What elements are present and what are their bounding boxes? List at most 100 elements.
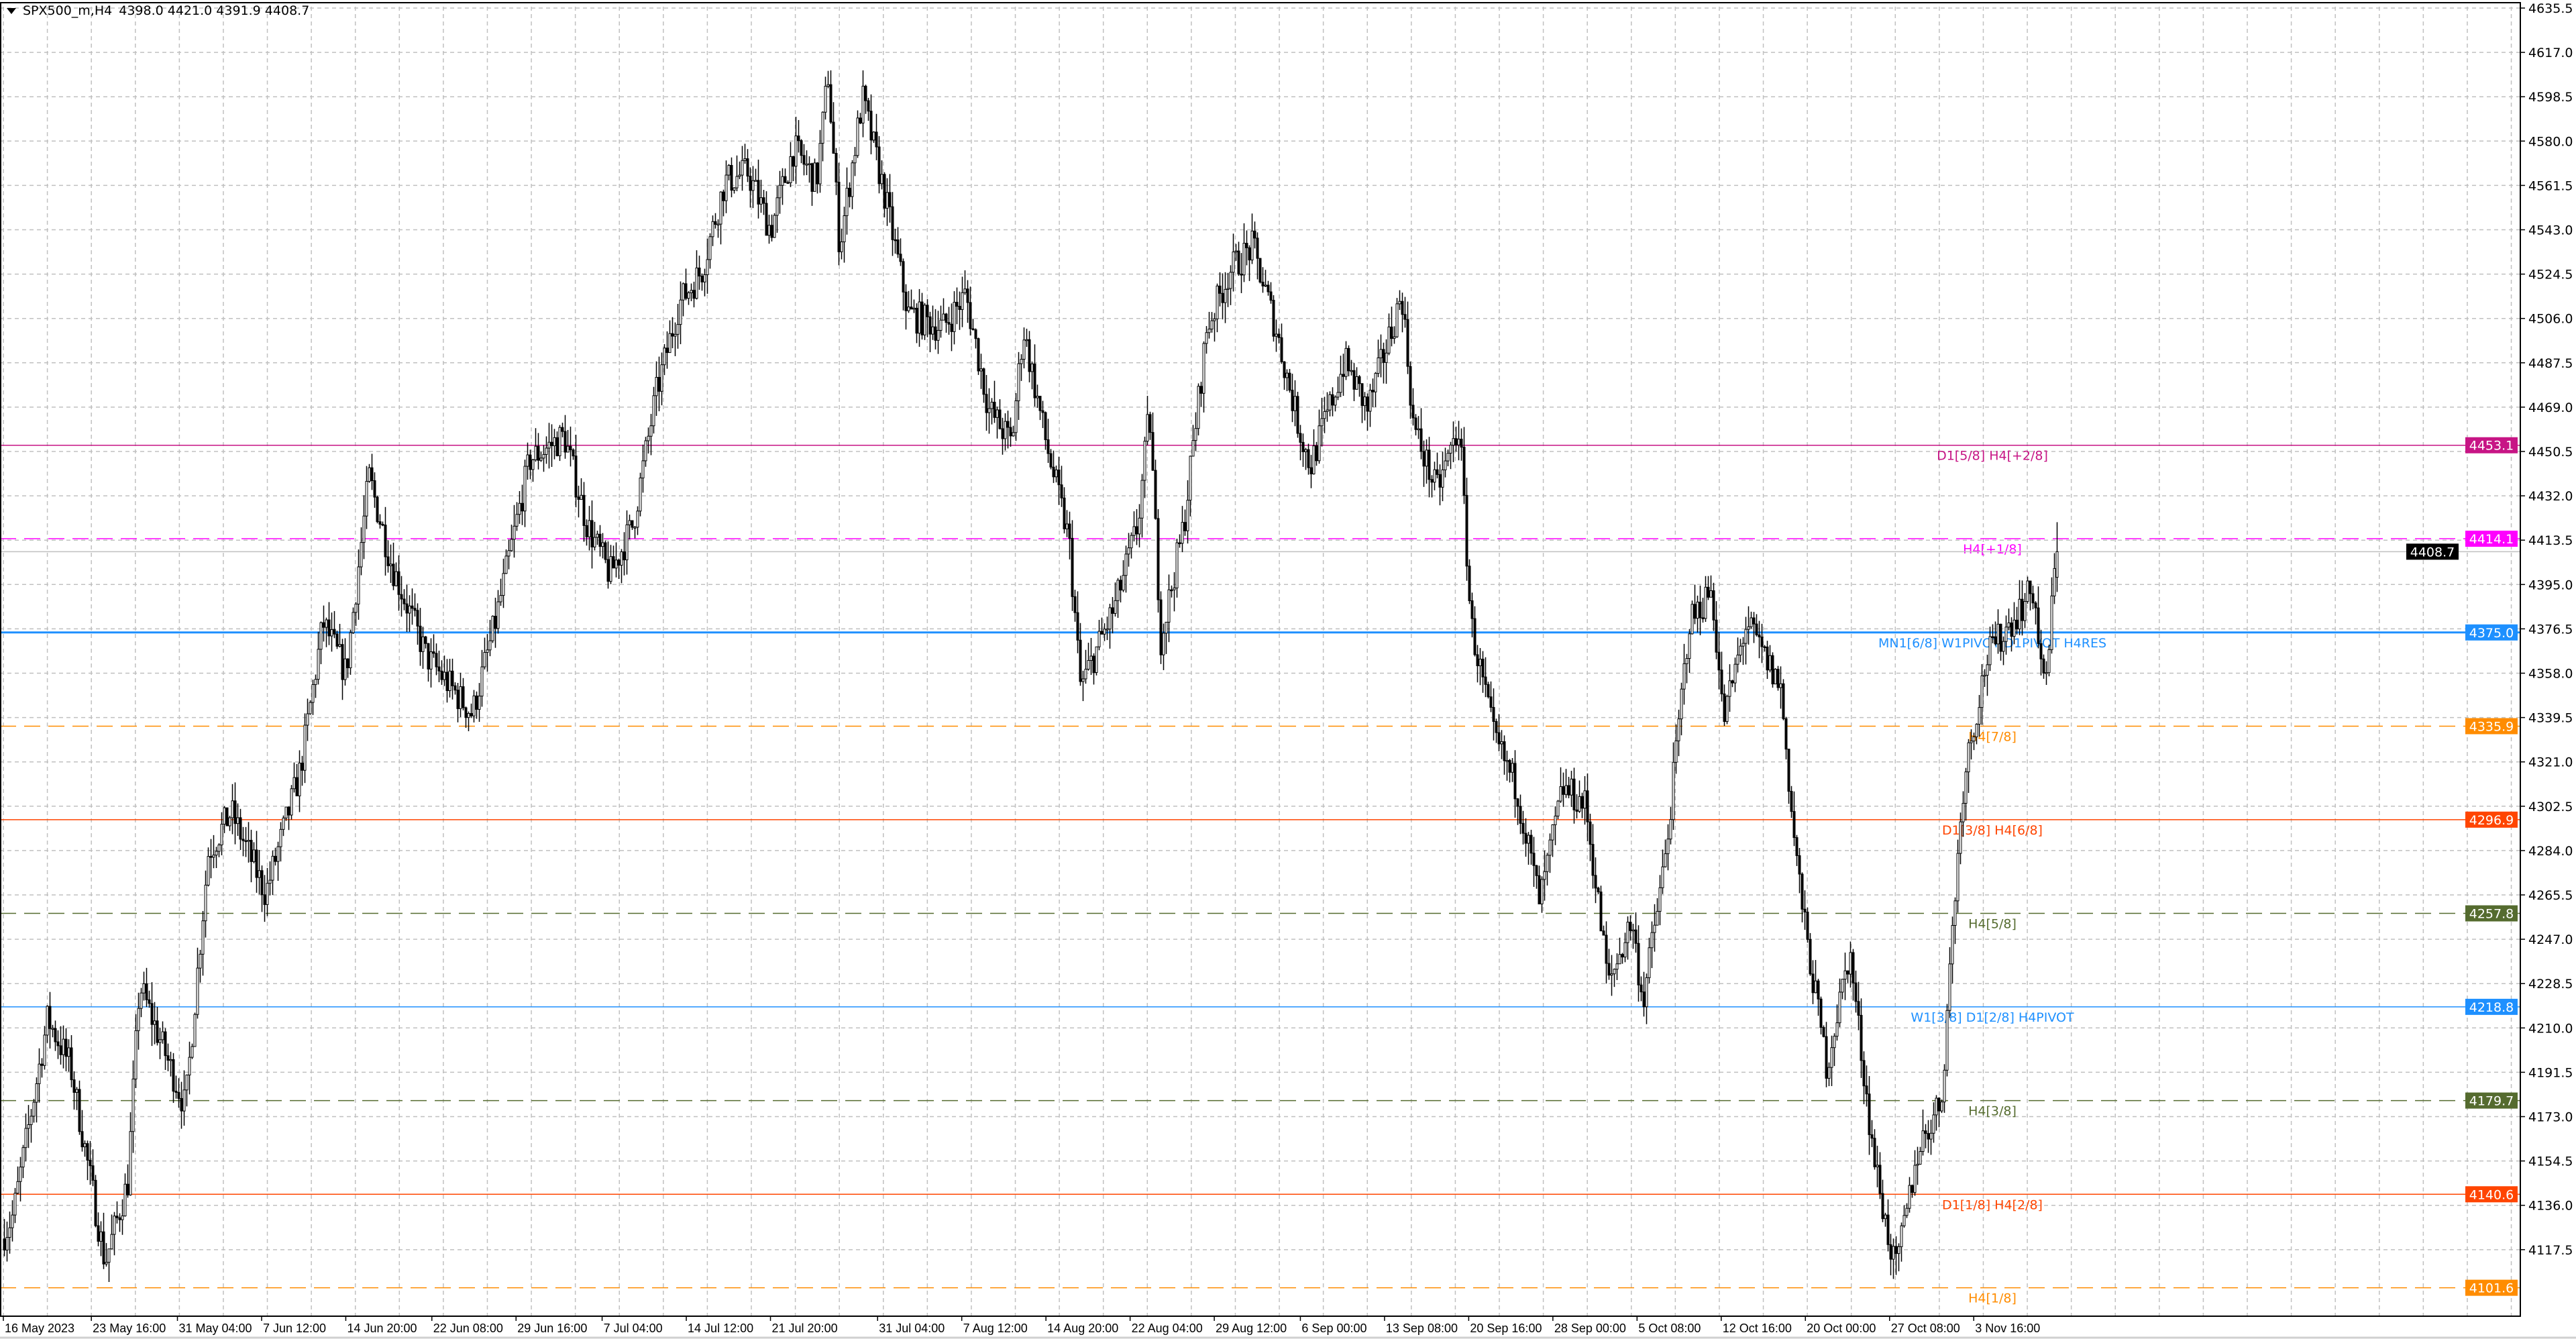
candle-bullish bbox=[1208, 328, 1211, 333]
candle-bearish bbox=[1846, 970, 1849, 975]
candle-bullish bbox=[1224, 288, 1227, 303]
candle-bearish bbox=[464, 707, 468, 718]
candle-bearish bbox=[1771, 655, 1774, 685]
candle-bullish bbox=[46, 1006, 49, 1036]
level-label: H4[7/8] bbox=[1968, 729, 2017, 744]
candle-bullish bbox=[1285, 372, 1289, 378]
candle-bullish bbox=[1690, 604, 1694, 635]
candle-bearish bbox=[1382, 349, 1385, 363]
candle-bearish bbox=[250, 840, 253, 862]
candle-bearish bbox=[1717, 651, 1721, 671]
candle-bullish bbox=[1741, 643, 1745, 647]
candle-bullish bbox=[1030, 363, 1034, 372]
candle-bullish bbox=[1395, 303, 1399, 337]
candle-bearish bbox=[1267, 284, 1270, 292]
candle-bearish bbox=[1352, 370, 1356, 390]
candle-bullish bbox=[228, 817, 231, 826]
candle-bullish bbox=[1175, 542, 1179, 588]
time-tick-label: 29 Jun 16:00 bbox=[517, 1322, 587, 1335]
candle-bearish bbox=[419, 625, 422, 652]
candle-bearish bbox=[896, 239, 900, 255]
candle-bullish bbox=[1970, 741, 1973, 743]
price-tick-label: 4358.0 bbox=[2528, 667, 2573, 682]
level-lines: D1[5/8] H4[+2/8]H4[+1/8]MN1[6/8] W1PIVOT… bbox=[0, 444, 2520, 1306]
candle-bullish bbox=[13, 1193, 17, 1216]
candle-bearish bbox=[91, 1165, 95, 1181]
candle-bearish bbox=[1886, 1214, 1890, 1245]
candle-bearish bbox=[1261, 282, 1265, 286]
candle-bearish bbox=[1857, 1001, 1860, 1016]
candle-bullish bbox=[1205, 332, 1208, 344]
candle-bullish bbox=[641, 460, 645, 479]
candle-bullish bbox=[201, 920, 205, 955]
candle-bearish bbox=[1693, 604, 1697, 619]
candle-bearish bbox=[1878, 1165, 1882, 1194]
candle-bearish bbox=[974, 329, 977, 339]
price-tick-label: 4506.0 bbox=[2528, 312, 2573, 327]
candle-bearish bbox=[1712, 590, 1715, 621]
level-label: H4[5/8] bbox=[1968, 917, 2017, 932]
candle-bearish bbox=[1245, 243, 1248, 248]
candle-bearish bbox=[574, 456, 578, 498]
candle-bearish bbox=[869, 111, 873, 141]
candle-bearish bbox=[164, 1031, 167, 1057]
candle-bearish bbox=[665, 347, 669, 354]
candle-bearish bbox=[894, 239, 897, 242]
candle-bullish bbox=[781, 176, 784, 186]
candle-bearish bbox=[411, 605, 414, 609]
candle-bearish bbox=[1911, 1185, 1914, 1193]
time-tick-label: 29 Aug 12:00 bbox=[1216, 1322, 1287, 1335]
candle-bullish bbox=[1835, 1022, 1839, 1037]
candle-bullish bbox=[566, 445, 570, 453]
candle-bullish bbox=[741, 160, 744, 176]
candle-bearish bbox=[1927, 1133, 1930, 1140]
candle-bullish bbox=[223, 807, 226, 825]
candle-bullish bbox=[1379, 349, 1383, 358]
candle-bullish bbox=[483, 652, 486, 667]
candle-bullish bbox=[1564, 785, 1568, 795]
candle-bullish bbox=[1943, 1069, 1946, 1103]
candle-bullish bbox=[1996, 623, 2000, 645]
candle-bullish bbox=[1398, 301, 1401, 305]
candle-bearish bbox=[2034, 602, 2037, 608]
candle-bearish bbox=[1806, 912, 1809, 940]
candle-bullish bbox=[531, 459, 535, 470]
candle-bearish bbox=[1792, 811, 1796, 839]
candle-bullish bbox=[99, 1231, 103, 1242]
candle-bearish bbox=[877, 146, 881, 184]
candle-bullish bbox=[1728, 680, 1731, 697]
price-axis[interactable]: 4635.5 4617.0 4598.5 4580.0 4561.5 4543.0 4524… bbox=[2520, 1, 2573, 1258]
candle-bearish bbox=[1148, 414, 1152, 433]
candle-bullish bbox=[542, 453, 545, 459]
candle-bullish bbox=[1685, 658, 1688, 664]
candle-bullish bbox=[1669, 819, 1672, 840]
candle-bearish bbox=[1809, 939, 1812, 975]
time-tick-label: 23 May 16:00 bbox=[93, 1322, 166, 1335]
time-axis[interactable]: 16 May 2023 23 May 16:00 31 May 04:00 7 Jun… bbox=[3, 1316, 2040, 1335]
candle-bearish bbox=[1798, 855, 1801, 875]
candle-bearish bbox=[749, 176, 752, 191]
candle-bearish bbox=[451, 670, 454, 686]
candle-bullish bbox=[2055, 551, 2059, 578]
candle-bullish bbox=[1540, 879, 1544, 905]
candle-bearish bbox=[1465, 494, 1468, 567]
candle-bearish bbox=[969, 302, 972, 329]
candle-bullish bbox=[11, 1214, 14, 1228]
price-tick-label: 4543.0 bbox=[2528, 223, 2573, 238]
candle-bullish bbox=[1108, 607, 1112, 630]
candle-bearish bbox=[335, 633, 339, 647]
candle-bearish bbox=[400, 594, 403, 600]
candle-bearish bbox=[1720, 670, 1723, 694]
candle-bearish bbox=[1629, 922, 1632, 931]
triangle-down-icon[interactable] bbox=[7, 7, 16, 14]
price-tick-label: 4395.0 bbox=[2528, 578, 2573, 592]
candle-bearish bbox=[1258, 258, 1262, 283]
candle-bearish bbox=[1591, 844, 1595, 876]
time-tick-label: 3 Nov 16:00 bbox=[1975, 1322, 2040, 1335]
candle-bullish bbox=[580, 494, 583, 500]
candle-bullish bbox=[35, 1083, 38, 1103]
candle-bullish bbox=[1682, 663, 1686, 690]
candle-bearish bbox=[617, 559, 621, 566]
candle-bearish bbox=[765, 203, 768, 236]
